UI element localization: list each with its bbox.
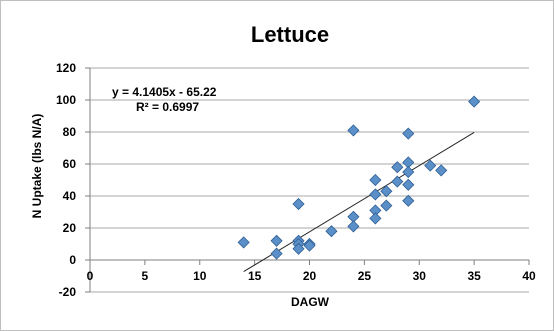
data-point xyxy=(402,178,415,191)
trendline-equation: y = 4.1405x - 65.22 xyxy=(112,85,217,99)
trendline xyxy=(243,132,475,273)
x-tick-label: 35 xyxy=(467,269,481,283)
data-point xyxy=(369,212,382,225)
y-tick-label: 0 xyxy=(69,253,76,267)
data-point xyxy=(237,236,250,249)
data-points xyxy=(237,95,481,260)
x-tick-label: 30 xyxy=(413,269,427,283)
data-point xyxy=(347,220,360,233)
x-tick-label: 40 xyxy=(522,269,536,283)
y-tick-label: 120 xyxy=(56,61,76,75)
data-point xyxy=(292,197,305,211)
y-tick-label: 80 xyxy=(63,125,77,139)
y-tick-label: -20 xyxy=(59,285,77,299)
trendline-layer xyxy=(243,132,475,273)
data-point xyxy=(402,127,415,140)
data-point xyxy=(424,159,437,172)
data-point xyxy=(402,194,415,207)
data-point xyxy=(369,188,382,201)
data-point xyxy=(391,175,404,188)
x-tick-label: 15 xyxy=(248,269,262,283)
data-point xyxy=(402,165,415,179)
data-point xyxy=(468,95,481,108)
x-tick-label: 0 xyxy=(87,269,94,283)
data-point xyxy=(369,173,382,187)
x-axis-label: DAGW xyxy=(291,295,330,309)
y-tick-label: 100 xyxy=(56,93,76,107)
data-point xyxy=(292,242,305,255)
x-tick-label: 25 xyxy=(358,269,372,283)
r-squared-label: R² = 0.6997 xyxy=(136,100,199,114)
data-point xyxy=(270,247,283,260)
data-point xyxy=(270,234,283,247)
x-tick-label: 10 xyxy=(193,269,207,283)
y-axis-label: N Uptake (lbs N/A) xyxy=(30,114,44,219)
data-point xyxy=(435,164,448,177)
data-point xyxy=(347,124,360,137)
data-point xyxy=(380,185,393,198)
y-tick-label: 40 xyxy=(63,189,77,203)
y-tick-label: 20 xyxy=(63,221,77,235)
y-tick-label: 60 xyxy=(63,157,77,171)
gridlines xyxy=(90,67,529,293)
data-point xyxy=(303,239,316,252)
axes: -20 0 20 40 60 80 100 120 0 5 10 15 20 25 30 35 40 xyxy=(56,61,536,299)
chart-title: Lettuce xyxy=(251,22,329,47)
x-tick-label: 20 xyxy=(303,269,317,283)
data-point xyxy=(380,199,393,212)
data-point xyxy=(391,161,404,174)
data-point xyxy=(325,225,338,238)
x-tick-label: 5 xyxy=(142,269,149,283)
